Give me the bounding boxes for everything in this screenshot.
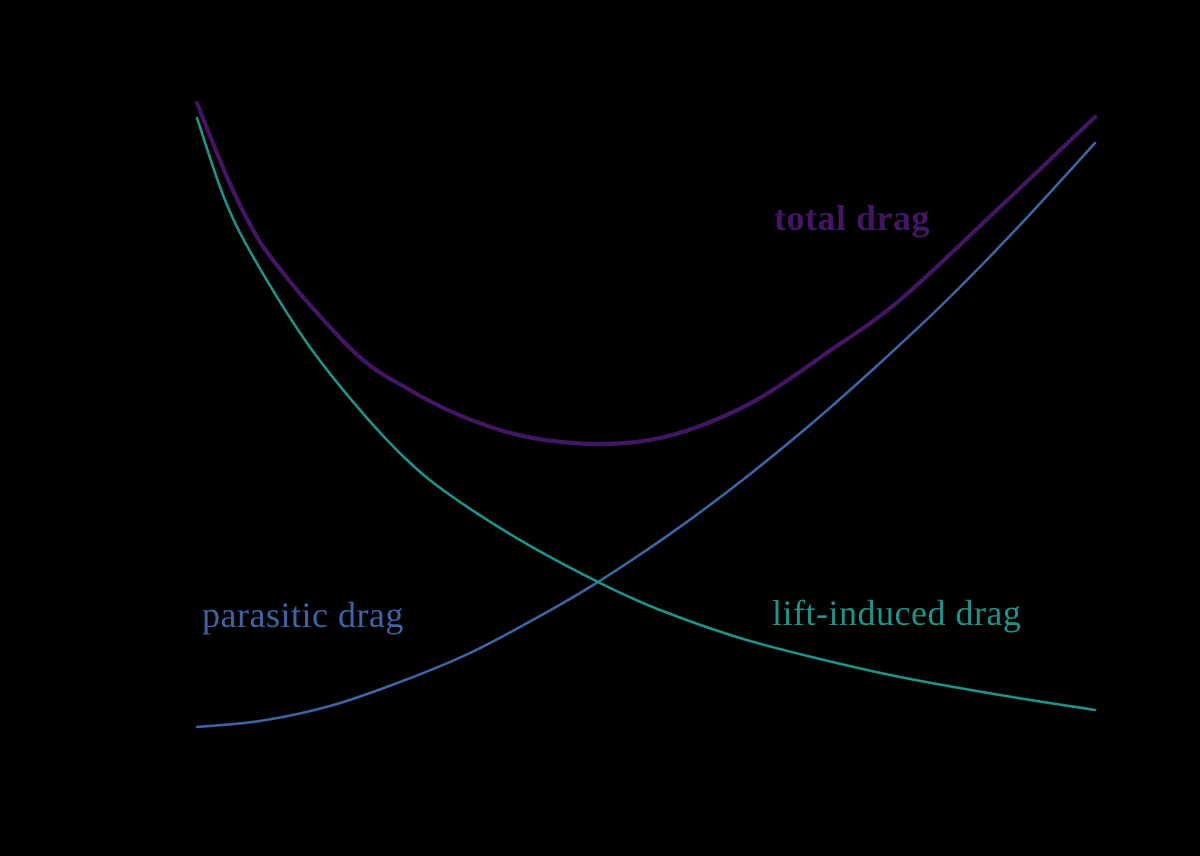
parasitic-drag-curve (195, 141, 1097, 729)
lift-induced-drag-curve (195, 116, 1097, 712)
parasitic-drag-label: parasitic drag (202, 595, 404, 635)
total-drag-label: total drag (774, 198, 930, 238)
total-drag-curve (194, 100, 1098, 447)
lift-induced-drag-label: lift-induced drag (772, 593, 1022, 633)
